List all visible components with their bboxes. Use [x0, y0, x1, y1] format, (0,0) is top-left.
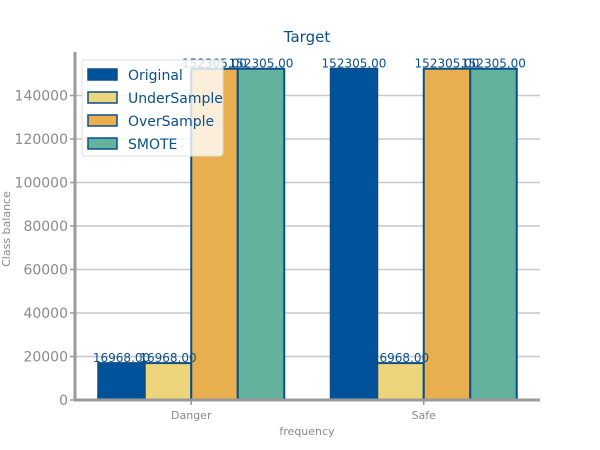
y-axis-label: Class balance — [0, 191, 13, 267]
chart-title: Target — [283, 28, 331, 46]
bar-value-label: 16968.00 — [372, 351, 429, 365]
y-tick-label: 120000 — [15, 132, 68, 148]
legend-swatch — [87, 68, 118, 81]
legend-entry: OverSample — [128, 114, 214, 130]
y-tick-label: 60000 — [23, 263, 68, 279]
y-tick-label: 100000 — [15, 176, 68, 192]
x-tick-label: Safe — [412, 409, 437, 422]
y-tick-label: 140000 — [15, 89, 68, 105]
legend-box — [81, 59, 224, 157]
bar-value-label: 152305.00 — [415, 57, 480, 71]
x-tick-labels: Danger Safe — [171, 400, 436, 422]
y-tick-label: 40000 — [23, 306, 68, 322]
y-tick-labels: 0 20000 40000 60000 80000 100000 120000 140000 — [15, 89, 75, 409]
legend-swatch — [87, 114, 118, 127]
bar-smote-danger — [236, 67, 286, 401]
bar-value-label: 16968.00 — [93, 351, 150, 365]
y-tick-label: 20000 — [23, 350, 68, 366]
bar-smote-safe — [469, 67, 518, 401]
bar-original-safe — [329, 67, 379, 401]
bar-original-danger — [97, 362, 146, 402]
legend-swatch — [87, 91, 118, 104]
bar-value-label: 16968.00 — [139, 351, 196, 365]
bar-value-label: 152305.00 — [461, 57, 526, 71]
bar-undersample-safe — [376, 362, 425, 402]
legend-entry: UnderSample — [128, 91, 223, 107]
bar-value-label: 152305.00 — [229, 57, 294, 71]
x-axis-label: frequency — [279, 425, 335, 438]
bar-undersample-danger — [143, 362, 193, 402]
y-tick-label: 0 — [59, 393, 68, 409]
legend-entry: Original — [128, 68, 183, 84]
y-tick-label: 80000 — [23, 219, 68, 235]
x-tick-label: Danger — [171, 409, 212, 422]
bar-value-label: 152305.00 — [322, 57, 387, 71]
legend-entry: SMOTE — [128, 137, 177, 153]
legend-swatch — [87, 137, 118, 150]
bar-oversample-safe — [422, 67, 472, 401]
legend: Original UnderSample OverSample SMOTE — [81, 59, 224, 157]
